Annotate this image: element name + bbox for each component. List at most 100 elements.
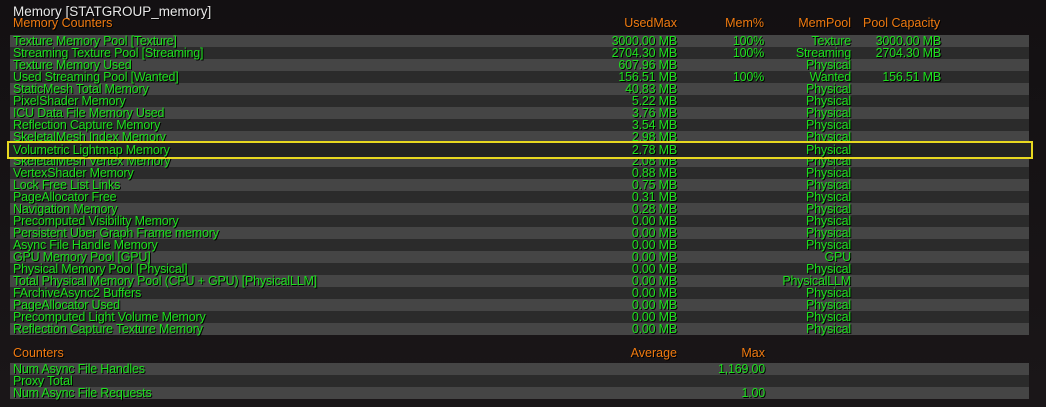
table-row-background — [10, 179, 1029, 191]
counter-mempool: Physical — [806, 58, 851, 72]
table-row-background — [10, 323, 1029, 335]
counter-capacity: 156.51 MB — [882, 70, 941, 84]
counter-name: Volumetric Lightmap Memory — [13, 143, 170, 157]
table-row-background — [10, 131, 1029, 143]
table-row-background — [10, 35, 1029, 47]
counter-name: VertexShader Memory — [13, 166, 134, 180]
table-row-background — [10, 59, 1029, 71]
table-row-background — [10, 191, 1029, 203]
counter-capacity: 2704.30 MB — [875, 46, 942, 60]
counter-mempool: Physical — [806, 202, 851, 216]
table-row-background — [10, 251, 1029, 263]
counter-usedmax: 0.88 MB — [631, 166, 677, 180]
counter-mempct: 100% — [732, 46, 764, 60]
counter-mempool: Physical — [806, 286, 851, 300]
counter-mempool: Physical — [806, 178, 851, 192]
table-row-background — [10, 375, 1029, 387]
counter-name: Async File Handle Memory — [13, 238, 158, 252]
counter-name: PageAllocator Used — [13, 298, 120, 312]
counter-usedmax: 2704.30 MB — [611, 46, 678, 60]
counter-usedmax: 607.96 MB — [618, 58, 677, 72]
counter-mempool: Physical — [806, 322, 851, 336]
counter-name: Lock Free List Links — [13, 178, 121, 192]
counter-capacity: 3000.00 MB — [875, 34, 942, 48]
counter-name: Texture Memory Used — [13, 58, 132, 72]
table-row-background — [10, 287, 1029, 299]
counter-name: Reflection Capture Texture Memory — [13, 322, 203, 336]
table-row-background — [10, 107, 1029, 119]
counter-mempct: 100% — [732, 34, 764, 48]
counter-name: Num Async File Requests — [13, 386, 152, 400]
counter-usedmax: 3.76 MB — [631, 106, 677, 120]
table-row-background — [10, 71, 1029, 83]
counter-usedmax: 0.00 MB — [631, 238, 677, 252]
counter-name: ICU Data File Memory Used — [13, 106, 165, 120]
counter-max: 1,169.00 — [717, 362, 765, 376]
table-row-background — [10, 119, 1029, 131]
counter-name: Physical Memory Pool [Physical] — [13, 262, 188, 276]
table-row-background — [10, 275, 1029, 287]
table-row-background — [10, 203, 1029, 215]
counter-name: Texture Memory Pool [Texture] — [13, 34, 177, 48]
counter-usedmax: 0.00 MB — [631, 310, 677, 324]
stat-group-title: Memory [STATGROUP_memory] — [13, 4, 212, 19]
mempool-header: MemPool — [798, 16, 851, 30]
table-row-background — [10, 263, 1029, 275]
counter-name: StaticMesh Total Memory — [13, 82, 149, 96]
counter-mempool: Physical — [806, 262, 851, 276]
memory-counters-header: Memory Counters — [13, 16, 113, 30]
counter-mempool: Physical — [806, 298, 851, 312]
counter-usedmax: 0.00 MB — [631, 214, 677, 228]
table-row-background — [10, 83, 1029, 95]
counter-mempool: Physical — [806, 82, 851, 96]
counter-name: Reflection Capture Memory — [13, 118, 161, 132]
counter-usedmax: 0.00 MB — [631, 226, 677, 240]
counter-name: FArchiveAsync2 Buffers — [13, 286, 142, 300]
counter-usedmax: 2.98 MB — [631, 130, 677, 144]
counters-header: Counters — [13, 346, 64, 360]
counter-mempool: Physical — [806, 130, 851, 144]
average-header: Average — [630, 346, 677, 360]
counter-usedmax: 156.51 MB — [618, 70, 677, 84]
counter-mempool: Physical — [806, 118, 851, 132]
counter-name: Streaming Texture Pool [Streaming] — [13, 46, 204, 60]
counter-name: PageAllocator Free — [13, 190, 117, 204]
table-row-background — [10, 95, 1029, 107]
counter-name: Precomputed Light Volume Memory — [13, 310, 206, 324]
counter-mempool: Physical — [806, 106, 851, 120]
table-row-background — [10, 167, 1029, 179]
counter-max: 1.00 — [741, 386, 765, 400]
counter-mempool: Physical — [806, 226, 851, 240]
counter-mempool: Wanted — [809, 70, 852, 84]
counter-name: Num Async File Handles — [13, 362, 145, 376]
counter-usedmax: 0.75 MB — [631, 178, 677, 192]
counter-name: GPU Memory Pool [GPU] — [13, 250, 151, 264]
pool-capacity-header: Pool Capacity — [863, 16, 941, 30]
counter-usedmax: 40.83 MB — [625, 82, 677, 96]
counter-name: Total Physical Memory Pool (CPU + GPU) [… — [13, 274, 317, 288]
counter-name: SkeletalMesh Index Memory — [13, 130, 166, 144]
usedmax-header: UsedMax — [624, 16, 677, 30]
counter-usedmax: 0.00 MB — [631, 262, 677, 276]
counter-usedmax: 0.00 MB — [631, 274, 677, 288]
counter-mempool: Physical — [806, 166, 851, 180]
table-row-background — [10, 215, 1029, 227]
table-row-background — [10, 387, 1029, 399]
table-row-background — [10, 47, 1029, 59]
table-row-background — [10, 227, 1029, 239]
counter-mempool: Physical — [806, 143, 851, 157]
counter-name: PixelShader Memory — [13, 94, 126, 108]
counter-name: Precomputed Visibility Memory — [13, 214, 179, 228]
highlighted-row[interactable] — [7, 141, 1033, 159]
max-header: Max — [741, 346, 765, 360]
counter-mempool: Physical — [806, 94, 851, 108]
counter-mempool: Physical — [806, 214, 851, 228]
counter-name: Persistent Uber Graph Frame memory — [13, 226, 219, 240]
counter-name: Used Streaming Pool [Wanted] — [13, 70, 179, 84]
counter-mempool: Physical — [806, 310, 851, 324]
mempct-header: Mem% — [725, 16, 764, 30]
counter-usedmax: 0.28 MB — [631, 202, 677, 216]
counter-usedmax: 3.54 MB — [631, 118, 677, 132]
counter-usedmax: 3000.00 MB — [611, 34, 678, 48]
counter-usedmax: 5.22 MB — [631, 94, 677, 108]
